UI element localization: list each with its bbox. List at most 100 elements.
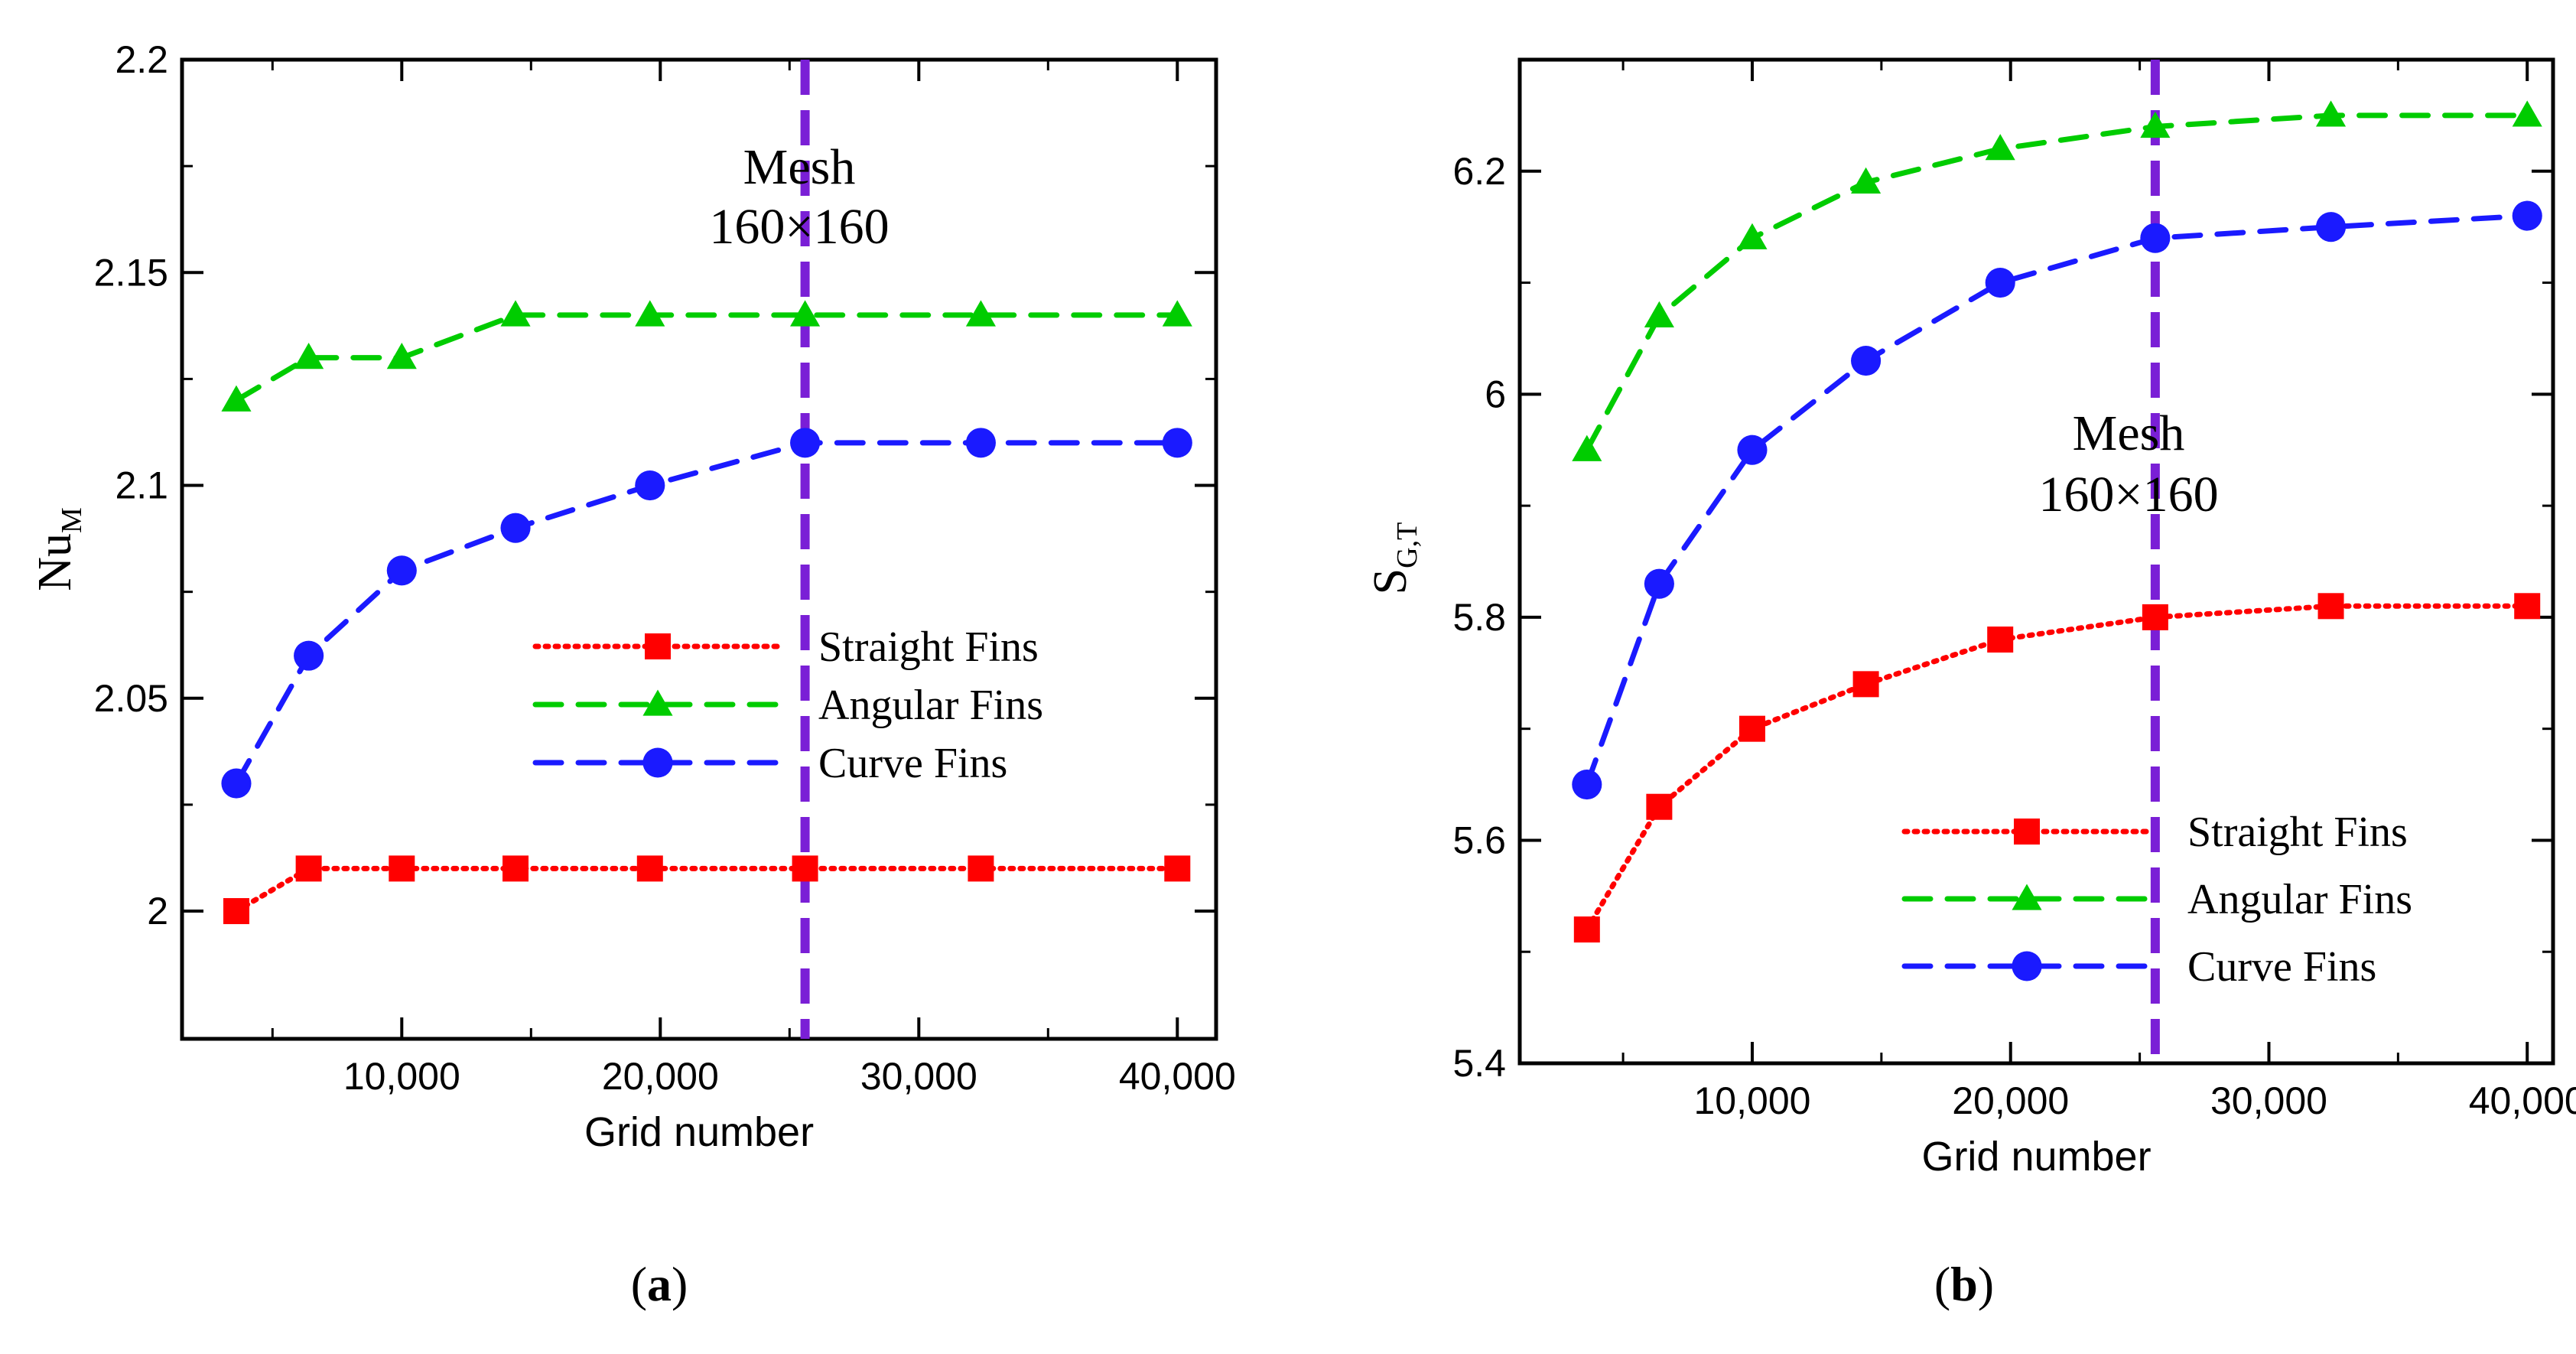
legend: Straight Fins Angular Fins Curve Fins <box>532 623 1043 787</box>
data-point <box>635 470 665 501</box>
y-axis-label: NuM <box>29 507 88 591</box>
series-line <box>233 440 1180 786</box>
y-tick-label: 2 <box>147 890 168 933</box>
x-axis-label: Grid number <box>1921 1134 2151 1180</box>
data-point <box>1573 916 1600 943</box>
caption-close-paren: ) <box>672 1257 688 1311</box>
series-straight-fins <box>1573 593 2541 943</box>
x-tick-label: 20,000 <box>1952 1079 2069 1122</box>
legend-marker <box>2012 951 2042 981</box>
data-point <box>1164 855 1191 882</box>
x-tick-label: 40,000 <box>2469 1079 2576 1122</box>
caption-letter: b <box>1950 1257 1978 1311</box>
data-point <box>1737 223 1768 249</box>
y-axis-label-subscript: G,T <box>1391 522 1423 568</box>
data-point <box>2512 100 2542 127</box>
data-point <box>1851 167 1882 194</box>
y-tick-label: 5.4 <box>1452 1042 1506 1085</box>
series-line <box>1584 603 2530 933</box>
legend-entry-label: Angular Fins <box>2187 876 2412 923</box>
data-point <box>2315 100 2347 127</box>
series-curve-fins <box>1572 200 2542 800</box>
data-point <box>1646 793 1673 820</box>
plot-frame <box>1517 57 2555 1066</box>
caption-open-paren: ( <box>1934 1257 1950 1311</box>
data-point <box>389 855 415 882</box>
data-point <box>1644 301 1674 327</box>
data-point <box>2317 593 2344 620</box>
data-point <box>2315 212 2347 242</box>
data-point <box>2142 604 2168 630</box>
y-tick-label: 5.6 <box>1452 819 1506 861</box>
data-point <box>1572 435 1602 461</box>
data-point <box>1737 435 1768 465</box>
x-axis-label: Grid number <box>584 1109 814 1155</box>
data-point <box>790 428 821 458</box>
data-point <box>2514 593 2541 620</box>
y-tick-label: 5.8 <box>1452 596 1506 639</box>
data-point <box>636 855 663 882</box>
series-line <box>1584 112 2530 453</box>
y-tick-label: 2.1 <box>115 464 168 507</box>
panel-caption: (b) <box>1934 1257 1994 1311</box>
data-point <box>295 855 322 882</box>
x-tick-label: 40,000 <box>1119 1055 1236 1098</box>
caption-letter: a <box>647 1257 672 1311</box>
y-tick-label: 2.2 <box>115 38 168 81</box>
data-point <box>2140 111 2171 138</box>
legend: Straight Fins Angular Fins Curve Fins <box>1901 809 2412 991</box>
mesh-annotation-size: 160×160 <box>2038 467 2218 522</box>
legend-marker <box>645 633 671 659</box>
y-tick-label: 6.2 <box>1452 150 1506 193</box>
data-point <box>1738 715 1765 742</box>
data-point <box>500 300 531 327</box>
legend-marker <box>2012 884 2042 910</box>
mesh-annotation-title: Mesh <box>2073 405 2185 461</box>
data-point <box>386 555 417 586</box>
data-point <box>965 300 996 327</box>
y-axis-label-main: Nu <box>29 533 81 591</box>
x-tick-label: 10,000 <box>343 1055 460 1098</box>
data-point <box>2140 223 2171 253</box>
chart-panel-b: 5.4 5.6 5.8 6 6.2 10,000 20,000 30,000 40,000 Gri… <box>1364 57 2576 1311</box>
legend-entry-label: Straight Fins <box>2187 809 2408 856</box>
data-point <box>1852 671 1879 698</box>
legend-marker <box>2014 819 2040 845</box>
data-point <box>2512 200 2542 231</box>
x-tick-label: 20,000 <box>602 1055 719 1098</box>
y-tick-label: 2.05 <box>94 677 168 720</box>
legend-entry-label: Curve Fins <box>2187 943 2376 991</box>
caption-open-paren: ( <box>631 1257 647 1311</box>
data-point <box>1644 568 1674 599</box>
data-point <box>790 300 821 327</box>
caption-close-paren: ) <box>1978 1257 1994 1311</box>
data-point <box>1985 134 2015 161</box>
data-point <box>1985 268 2015 298</box>
y-axis-label-main: S <box>1364 568 1416 594</box>
legend-entry-label: Angular Fins <box>818 682 1043 729</box>
data-point <box>294 343 324 369</box>
data-point <box>1851 346 1882 376</box>
y-axis-label: SG,T <box>1364 522 1423 595</box>
series-line <box>233 865 1180 914</box>
series-line <box>233 312 1180 403</box>
data-point <box>386 343 417 369</box>
data-point <box>500 513 531 543</box>
series-line <box>1584 213 2530 788</box>
legend-entry-label: Curve Fins <box>818 740 1007 787</box>
plot-frame <box>180 57 1218 1041</box>
series-curve-fins <box>221 428 1192 799</box>
data-point <box>1987 627 2014 653</box>
chart-panel-a: 2 2.05 2.1 2.15 2.2 10,000 20,000 30,000 40,000 G… <box>29 38 1236 1311</box>
x-tick-label: 10,000 <box>1694 1079 1811 1122</box>
series-angular-fins <box>1572 100 2542 461</box>
data-point <box>223 898 249 925</box>
mesh-annotation-title: Mesh <box>743 139 856 195</box>
legend-marker <box>642 689 673 716</box>
mesh-annotation-size: 160×160 <box>709 199 889 255</box>
data-point <box>503 855 529 882</box>
y-axis-label-subscript: M <box>56 507 88 533</box>
x-tick-label: 30,000 <box>2210 1079 2327 1122</box>
series-straight-fins <box>223 855 1191 925</box>
data-point <box>635 300 665 327</box>
